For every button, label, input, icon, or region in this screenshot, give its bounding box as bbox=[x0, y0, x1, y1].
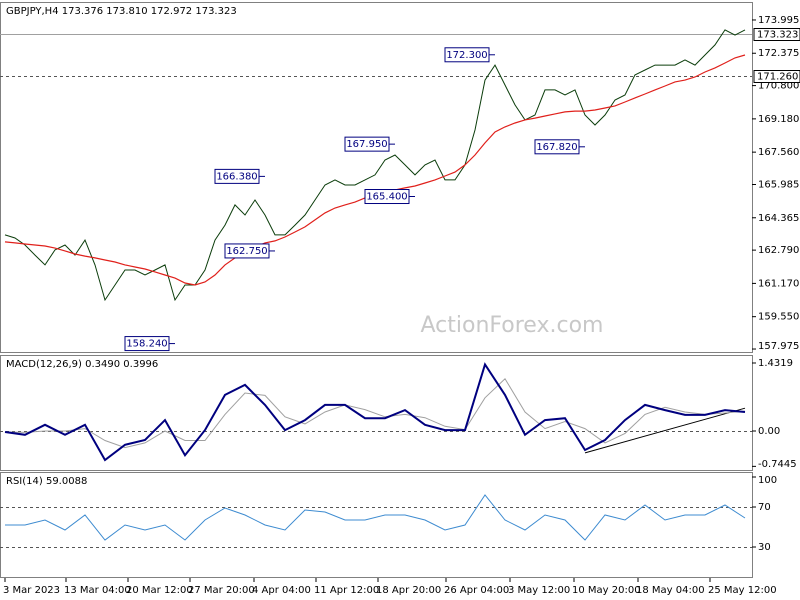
x-tick-label: 4 Apr 04:00 bbox=[252, 585, 311, 596]
y-tick-label: 169.180 bbox=[758, 114, 799, 125]
y-tick-label: 161.170 bbox=[758, 278, 799, 289]
level-label-box bbox=[753, 28, 800, 41]
x-tick-label: 11 Apr 12:00 bbox=[314, 585, 379, 596]
y-tick-label: 157.975 bbox=[758, 341, 799, 352]
series-line bbox=[4, 29, 746, 302]
x-tick-label: 26 Apr 04:00 bbox=[444, 585, 509, 596]
panel-frame bbox=[0, 472, 753, 578]
x-tick-label: 13 Mar 04:00 bbox=[64, 585, 131, 596]
level-label: 173.323 bbox=[757, 30, 798, 41]
annotation-label: 167.820 bbox=[536, 142, 577, 153]
level-label-box bbox=[753, 70, 800, 83]
y-tick-label: -0.7445 bbox=[758, 459, 797, 470]
panel-frame bbox=[0, 355, 753, 471]
series-line bbox=[4, 378, 746, 449]
panel-title: GBPJPY,H4 173.376 173.810 172.972 173.32… bbox=[6, 6, 237, 17]
panel-title: MACD(12,26,9) 0.3490 0.3996 bbox=[6, 359, 158, 370]
annotation-box bbox=[124, 336, 170, 352]
panel-title: RSI(14) 59.0088 bbox=[6, 476, 87, 487]
x-tick-label: 27 Mar 20:00 bbox=[188, 585, 255, 596]
y-tick-label: 162.790 bbox=[758, 245, 799, 256]
annotation-box bbox=[534, 139, 580, 155]
annotation-label: 166.380 bbox=[216, 171, 257, 182]
y-tick-label: 100 bbox=[758, 475, 777, 486]
y-tick-label: 173.995 bbox=[758, 15, 799, 26]
y-tick-label: 70 bbox=[758, 502, 771, 513]
series-line bbox=[5, 494, 746, 541]
y-tick-label: 167.560 bbox=[758, 147, 799, 158]
y-tick-label: 172.375 bbox=[758, 48, 799, 59]
annotation-box bbox=[364, 189, 410, 205]
annotation-label: 158.240 bbox=[126, 339, 167, 350]
series-line bbox=[4, 362, 746, 462]
annotation-label: 165.400 bbox=[366, 192, 407, 203]
level-label: 171.260 bbox=[757, 72, 798, 83]
y-tick-label: 1.4319 bbox=[758, 358, 793, 369]
x-tick-label: 10 May 20:00 bbox=[572, 585, 641, 596]
series-line bbox=[4, 54, 746, 286]
annotation-box bbox=[224, 243, 270, 259]
y-tick-label: 170.800 bbox=[758, 81, 799, 92]
watermark: ActionForex.com bbox=[421, 313, 604, 338]
x-tick-label: 20 Mar 12:00 bbox=[126, 585, 193, 596]
annotation-box bbox=[444, 47, 490, 63]
panel-frame bbox=[0, 2, 753, 353]
y-tick-label: 165.985 bbox=[758, 179, 799, 190]
x-tick-label: 3 Mar 2023 bbox=[3, 585, 60, 596]
annotation-label: 162.750 bbox=[226, 246, 267, 257]
annotation-label: 172.300 bbox=[446, 50, 487, 61]
y-tick-label: 159.550 bbox=[758, 312, 799, 323]
annotation-box bbox=[344, 136, 390, 152]
x-tick-label: 25 May 12:00 bbox=[708, 585, 777, 596]
x-tick-label: 3 May 12:00 bbox=[508, 585, 570, 596]
annotation-label: 167.950 bbox=[346, 139, 387, 150]
y-tick-label: 164.365 bbox=[758, 213, 799, 224]
x-tick-label: 18 May 04:00 bbox=[636, 585, 705, 596]
y-tick-label: 0.00 bbox=[758, 426, 780, 437]
x-tick-label: 18 Apr 20:00 bbox=[376, 585, 441, 596]
trendline bbox=[584, 407, 746, 454]
annotation-box bbox=[214, 168, 260, 184]
y-tick-label: 30 bbox=[758, 542, 771, 553]
